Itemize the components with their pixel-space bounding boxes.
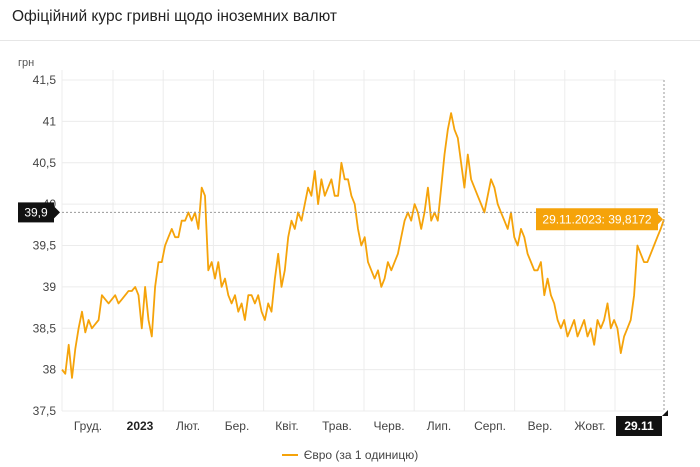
value-callout-text: 29.11.2023: 39,8172 [542,212,652,226]
x-tick-label: Жовт. [574,419,605,433]
page-title: Офіційний курс гривні щодо іноземних вал… [12,8,337,25]
x-tick-label: Груд. [74,419,102,433]
y-tick-label: 38,5 [33,321,57,335]
x-tick-label: Квіт. [275,419,299,433]
value-callout-arrow [658,214,663,225]
x-tick-label: Бер. [225,419,250,433]
y-tick-label: 39,5 [33,239,57,253]
x-axis-ticks: Груд. 2023 Лют. Бер. Квіт. Трав. Черв. Лип. Серп… [74,419,606,433]
y-crosshair-marker-arrow [54,206,60,219]
y-tick-label: 40,5 [33,156,57,170]
x-crosshair-marker [616,416,662,436]
y-tick-label: 37,5 [33,404,57,418]
y-tick-label: 38 [43,363,57,377]
x-tick-label: Вер. [528,419,553,433]
y-tick-label: 39 [43,280,57,294]
x-tick-label: Трав. [322,419,352,433]
x-tick-label: Лют. [176,419,200,433]
y-tick-label: 41 [43,114,57,128]
value-callout [536,208,658,231]
series-layer [61,112,665,379]
y-tick-label: 41,5 [33,73,57,87]
y-crosshair-marker [18,202,54,223]
series-line-euro[interactable] [61,112,665,379]
y-axis-unit: грн [18,57,34,69]
legend-label: Євро (за 1 одиницю) [303,448,419,462]
x-tick-label: 2023 [127,419,154,433]
x-tick-label: Черв. [373,419,404,433]
legend[interactable]: Євро (за 1 одиницю) [0,448,700,462]
x-tick-label: Лип. [427,419,451,433]
header-divider [0,40,700,41]
x-tick-label: Серп. [474,419,506,433]
x-crosshair-marker-arrow [662,410,668,416]
legend-swatch [281,453,298,456]
x-crosshair-label: 29.11 [624,419,654,433]
y-crosshair-label: 39,9 [24,205,48,219]
crosshair: 39,9 29.11 29.11.2023: 39,8172 [18,80,668,436]
